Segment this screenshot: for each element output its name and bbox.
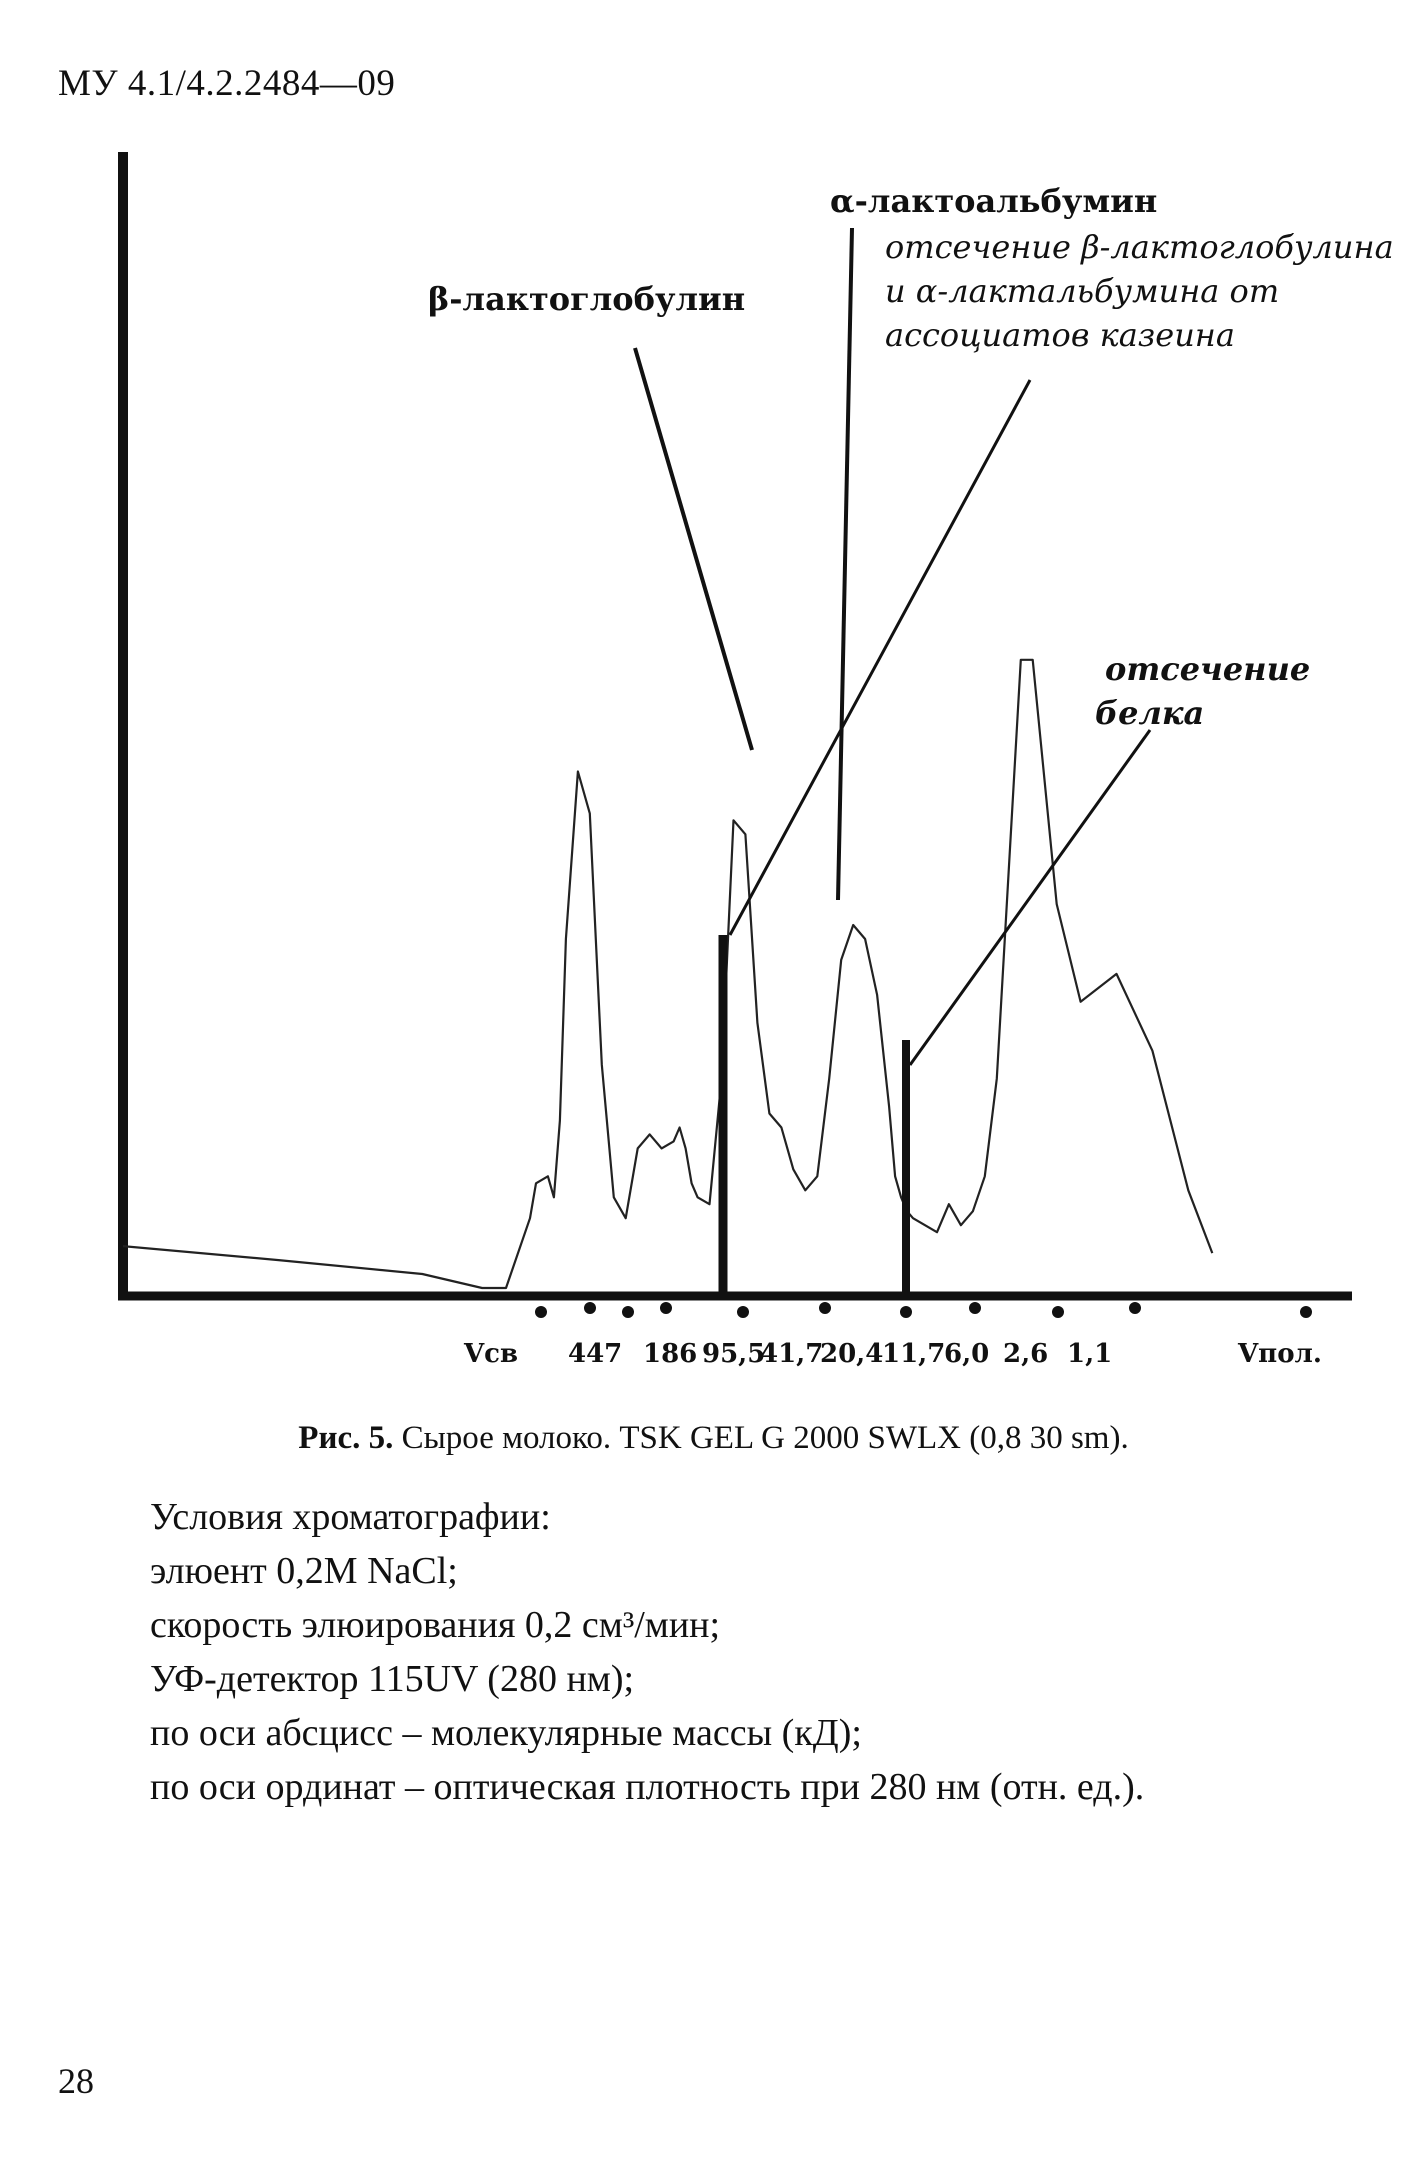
x-tick-label: 41,7: [760, 1339, 823, 1369]
chromatography-conditions: Условия хроматографии: элюент 0,2М NaCl;…: [150, 1490, 1144, 1814]
conditions-line: по оси ординат – оптическая плотность пр…: [150, 1766, 1145, 1808]
x-tick-dot: [737, 1306, 749, 1318]
cut1-label-line1: отсечение β-лактоглобулина: [885, 228, 1394, 266]
x-tick-label: 2,6: [1003, 1339, 1048, 1369]
cut1-label-line3: ассоциатов казеина: [885, 316, 1235, 354]
figure-caption: Рис. 5. Сырое молоко. TSK GEL G 2000 SWL…: [0, 1420, 1427, 1457]
cut1-label-line2: и α-лактальбумина от: [885, 272, 1279, 310]
cut2-label-line2: белка: [1095, 694, 1204, 732]
x-tick-dot: [1129, 1302, 1141, 1314]
x-tick-dot: [969, 1302, 981, 1314]
chromatogram-chart: β-лактоглобулин α-лактоальбумин отсечени…: [118, 152, 1394, 1369]
x-tick-label: Vпол.: [1237, 1339, 1322, 1369]
x-tick-dot: [1300, 1306, 1312, 1318]
conditions-line: скорость элюирования 0,2 см³/мин;: [150, 1604, 721, 1646]
page-number: 28: [58, 2061, 94, 2101]
x-tick-label: 186: [643, 1339, 697, 1369]
figure-caption-text: Сырое молоко. TSK GEL G 2000 SWLX (0,8 3…: [393, 1420, 1129, 1456]
beta-lactoglobulin-label: β-лактоглобулин: [428, 280, 745, 318]
document-code: МУ 4.1/4.2.2484—09: [58, 63, 396, 104]
x-axis-tick-dots: [535, 1302, 1312, 1318]
x-tick-label: 11,7: [882, 1339, 945, 1369]
x-tick-dot: [1052, 1306, 1064, 1318]
x-tick-dot: [660, 1302, 672, 1314]
x-axis-tick-labels: Vсв 447 186 95,541,720,411,76,0 2,6 1,1 Vпол.: [463, 1339, 1322, 1369]
x-tick-label: 1,1: [1067, 1339, 1112, 1369]
x-tick-label: Vсв: [463, 1339, 518, 1369]
x-tick-dot: [584, 1302, 596, 1314]
x-tick-label: 6,0: [944, 1339, 989, 1369]
x-tick-dot: [819, 1302, 831, 1314]
figure-caption-label: Рис. 5.: [298, 1420, 394, 1456]
x-tick-dot: [622, 1306, 634, 1318]
chromatogram-trace: [122, 658, 1214, 1290]
x-tick-label: 447: [568, 1339, 622, 1369]
conditions-line: УФ-детектор 115UV (280 нм);: [150, 1658, 635, 1700]
cut1-pointer-line: [728, 379, 1032, 936]
conditions-line: элюент 0,2М NaCl;: [150, 1550, 458, 1592]
cut2-label-line1: отсечение: [1105, 650, 1310, 688]
cut2-pointer-line: [908, 729, 1152, 1066]
conditions-line: Условия хроматографии:: [150, 1496, 551, 1538]
alpha-pointer-line: [836, 227, 854, 901]
x-tick-dot: [900, 1306, 912, 1318]
conditions-line: по оси абсцисс – молекулярные массы (кД)…: [150, 1712, 862, 1754]
x-tick-dot: [535, 1306, 547, 1318]
x-tick-label: 95,5: [702, 1339, 765, 1369]
alpha-lactalbumin-label: α-лактоальбумин: [830, 182, 1157, 220]
x-tick-label: 20,4: [820, 1339, 883, 1369]
beta-pointer-line: [633, 347, 754, 751]
